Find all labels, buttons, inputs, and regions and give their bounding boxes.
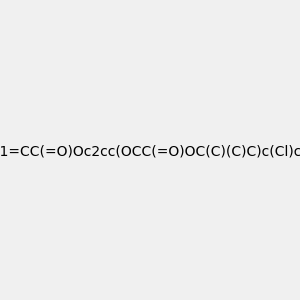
Text: CC1=CC(=O)Oc2cc(OCC(=O)OC(C)(C)C)c(Cl)cc21: CC1=CC(=O)Oc2cc(OCC(=O)OC(C)(C)C)c(Cl)cc… [0, 145, 300, 158]
